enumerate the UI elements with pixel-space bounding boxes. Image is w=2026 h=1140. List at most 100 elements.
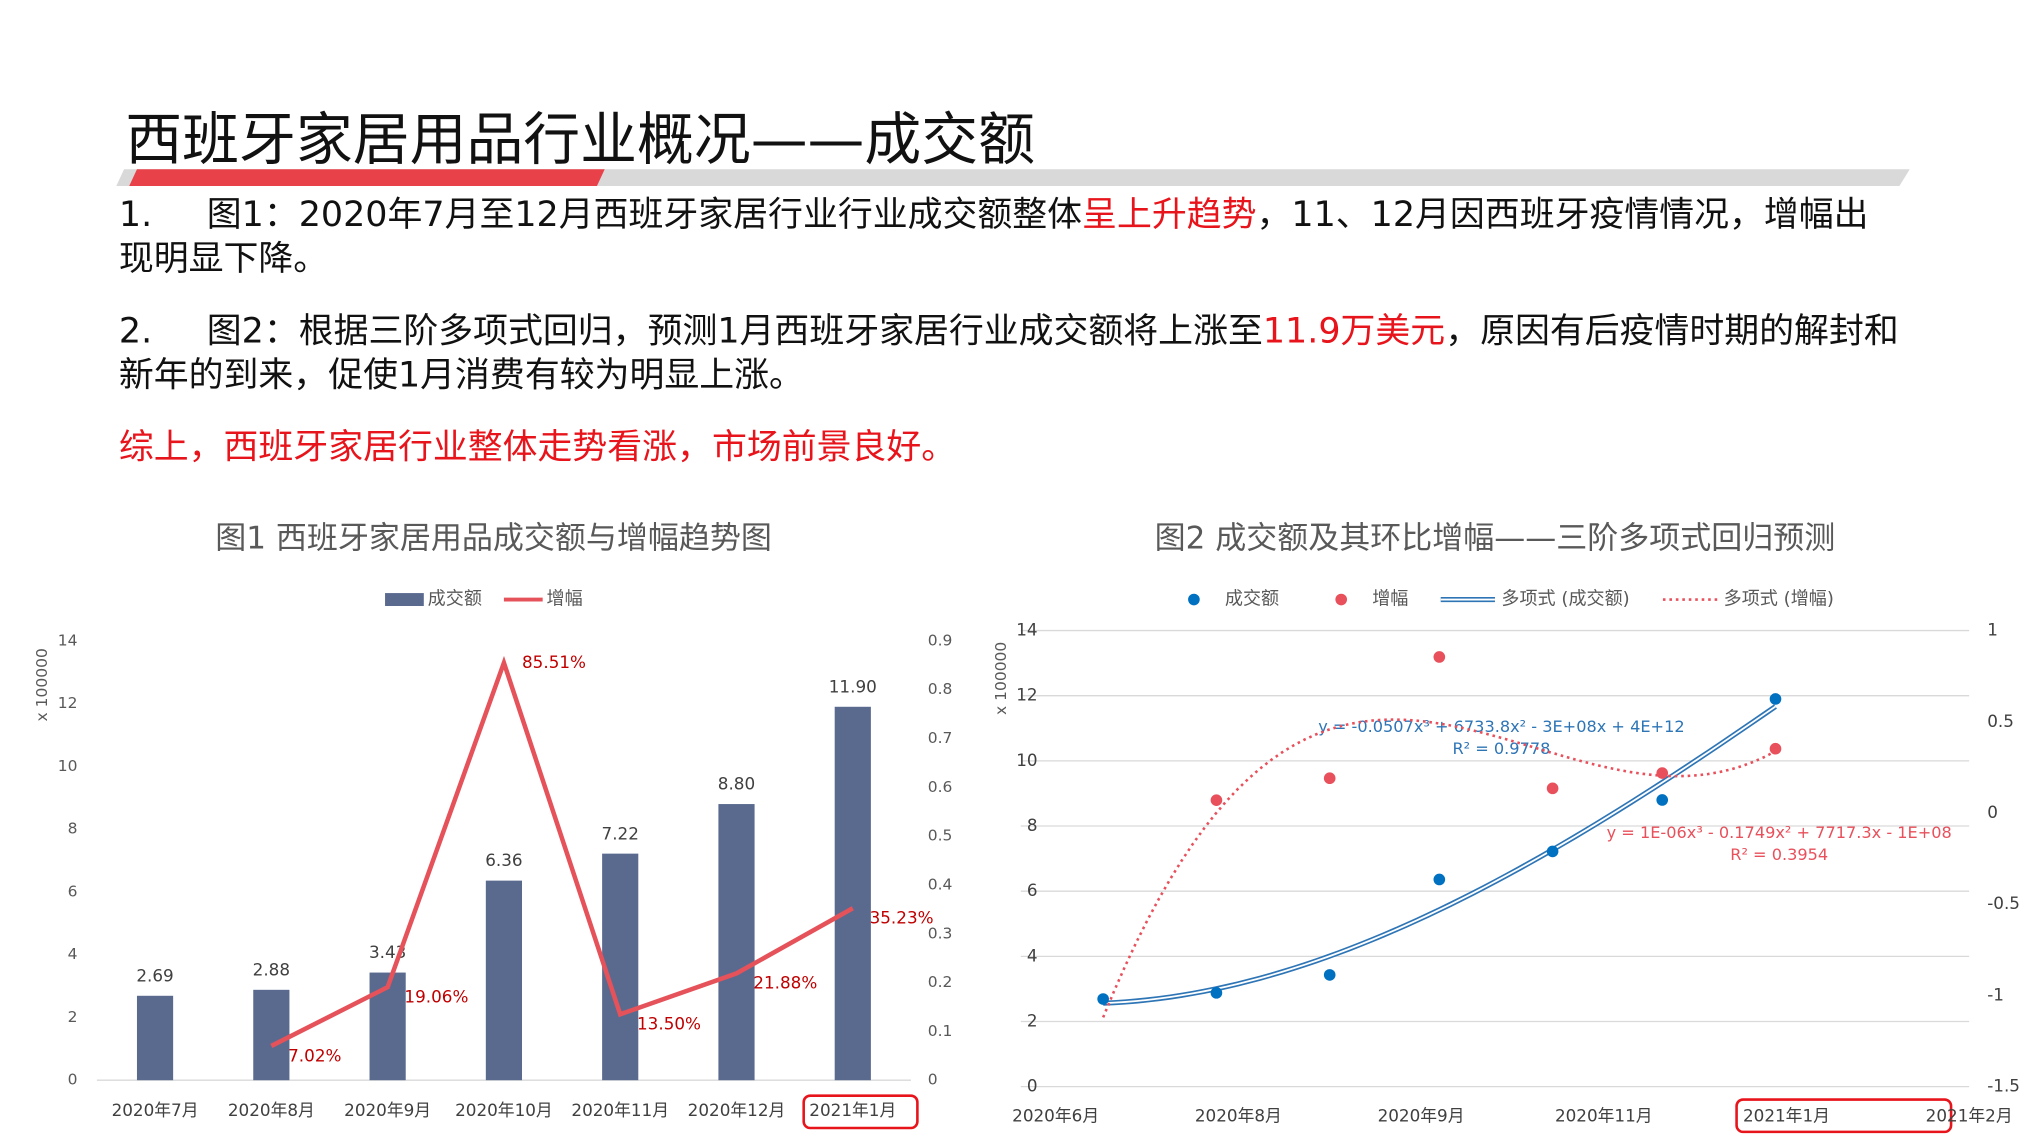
x-tick-label: 2020年10月 <box>455 1100 553 1120</box>
data-point <box>1323 772 1336 785</box>
y-tick-label: 4 <box>1027 945 1038 965</box>
y2-tick-label: 1 <box>1987 620 1998 640</box>
y2-tick-label: -1.5 <box>1987 1076 2020 1096</box>
y2-tick-label: 0.9 <box>928 631 953 649</box>
x-tick-label: 2020年12月 <box>688 1100 786 1120</box>
line <box>270 655 854 1048</box>
text-segment: ，原因有后疫情时期的解封和新年的到来，促使1月消费有较为明显上涨。 <box>118 311 1899 396</box>
y-tick-label: 6 <box>68 882 78 900</box>
trendline-equation: y = -0.0507x³ + 6733.8x² - 3E+08x + 4E+1… <box>1318 717 1684 736</box>
legend-label: 多项式 (增幅) <box>1724 589 1834 610</box>
data-point <box>1546 845 1559 858</box>
x-tick-label: 2020年8月 <box>228 1100 315 1120</box>
y2-tick-label: 0.2 <box>928 973 953 991</box>
text-segment: 图2：根据三阶多项式回归，预测1月西班牙家居行业成交额将上涨至 <box>206 311 1263 352</box>
data-label: 8.80 <box>718 774 755 794</box>
data-label: 13.50% <box>637 1014 701 1034</box>
data-point <box>1210 987 1223 999</box>
data-point <box>1097 993 1109 1005</box>
paragraph: 综上，西班牙家居行业整体走势看涨，市场前景良好。 <box>119 426 1902 470</box>
y-tick-label: 0 <box>68 1071 78 1089</box>
y2-tick-label: 0.6 <box>928 778 953 796</box>
y2-tick-label: 0.1 <box>928 1022 953 1040</box>
bar <box>136 995 174 1081</box>
y-axis-label: x 100000 <box>33 648 51 721</box>
legend-label: 成交额 <box>428 589 482 610</box>
legend-swatch <box>385 593 424 606</box>
y-tick-label: 0 <box>1027 1076 1038 1096</box>
data-point <box>1210 794 1223 806</box>
y-tick-label: 4 <box>68 945 78 963</box>
y-axis-label: x 100000 <box>992 642 1010 715</box>
x-tick-label: 2020年9月 <box>1378 1105 1465 1125</box>
data-label: 7.22 <box>602 823 639 843</box>
trendline-r2: R² = 0.3954 <box>1730 845 1828 864</box>
trendline <box>1103 704 1777 1006</box>
text-segment: 11.9万美元 <box>1262 311 1446 352</box>
paragraph-number: 2. <box>118 311 153 352</box>
legend-label: 多项式 (成交额) <box>1501 589 1629 610</box>
legend-label: 增幅 <box>1372 589 1408 610</box>
x-tick-label: 2020年11月 <box>1555 1105 1653 1125</box>
data-point <box>1656 767 1669 779</box>
legend-label: 成交额 <box>1225 589 1279 610</box>
x-tick-label: 2020年6月 <box>1012 1105 1099 1125</box>
data-label: 2.88 <box>253 959 290 979</box>
bar <box>485 880 523 1081</box>
trendline-equation: y = 1E-06x³ - 0.1749x² + 7717.3x - 1E+08 <box>1607 823 1952 842</box>
slide-title: 西班牙家居用品行业概况——成交额 <box>125 107 1035 174</box>
data-point <box>1433 651 1446 663</box>
y2-tick-label: 0.8 <box>928 680 953 698</box>
y2-tick-label: 0 <box>1987 802 1998 822</box>
x-tick-label: 2021年2月 <box>1926 1105 2013 1125</box>
data-label: 21.88% <box>753 973 817 993</box>
data-point <box>1323 969 1336 981</box>
y-tick-label: 14 <box>58 631 78 649</box>
y2-tick-label: 0.7 <box>928 729 953 747</box>
trendline-r2: R² = 0.9778 <box>1452 739 1550 758</box>
trendline <box>1101 718 1777 1018</box>
data-point <box>1769 742 1782 755</box>
y-tick-label: 10 <box>1016 750 1037 770</box>
text-segment: ，11、12月因西班牙疫情情况，增幅出现明显下降。 <box>118 195 1869 280</box>
data-label: 7.02% <box>288 1045 341 1065</box>
bar <box>253 989 290 1081</box>
bar <box>834 706 871 1081</box>
paragraph: 2. 图2：根据三阶多项式回归，预测1月西班牙家居行业成交额将上涨至11.9万美元… <box>119 310 1902 398</box>
y-tick-label: 12 <box>58 694 78 712</box>
bar <box>369 972 406 1081</box>
data-label: 19.06% <box>404 986 468 1006</box>
legend-label: 增幅 <box>547 589 583 610</box>
y-tick-label: 6 <box>1027 880 1038 900</box>
text-segment: 图1：2020年7月至12月西班牙家居行业行业成交额整体 <box>206 195 1083 236</box>
data-label: 85.51% <box>522 652 586 672</box>
legend-marker <box>1188 593 1200 606</box>
text-segment: 综上，西班牙家居行业整体走势看涨，市场前景良好。 <box>118 427 957 468</box>
data-label: 35.23% <box>870 908 934 928</box>
bar <box>602 853 639 1081</box>
paragraph-number: 1. <box>118 195 153 236</box>
x-tick-label: 2021年1月 <box>1743 1105 1830 1125</box>
data-label: 6.36 <box>485 850 522 870</box>
y2-tick-label: 0.4 <box>928 875 953 893</box>
y-tick-label: 8 <box>1027 815 1038 835</box>
y2-tick-label: 0 <box>928 1071 938 1089</box>
title-bar-accent <box>129 169 605 187</box>
y-tick-label: 12 <box>1016 685 1037 705</box>
chart-title: 图2 成交额及其环比增幅——三阶多项式回归预测 <box>1155 521 1836 557</box>
y-tick-label: 14 <box>1016 620 1037 640</box>
highlight-box <box>1735 1098 1953 1134</box>
text-segment: 呈上升趋势 <box>1082 195 1257 236</box>
trendline-inner <box>1103 705 1777 1005</box>
x-tick-label: 2020年11月 <box>571 1100 669 1120</box>
y2-tick-label: -0.5 <box>1987 893 2020 913</box>
x-tick-label: 2020年7月 <box>112 1100 199 1120</box>
x-tick-label: 2021年1月 <box>809 1100 896 1120</box>
data-point <box>1433 873 1446 886</box>
x-tick-label: 2020年9月 <box>344 1100 431 1120</box>
data-label: 2.69 <box>136 965 173 985</box>
x-tick-label: 2020年8月 <box>1195 1105 1282 1125</box>
data-point <box>1769 693 1782 705</box>
